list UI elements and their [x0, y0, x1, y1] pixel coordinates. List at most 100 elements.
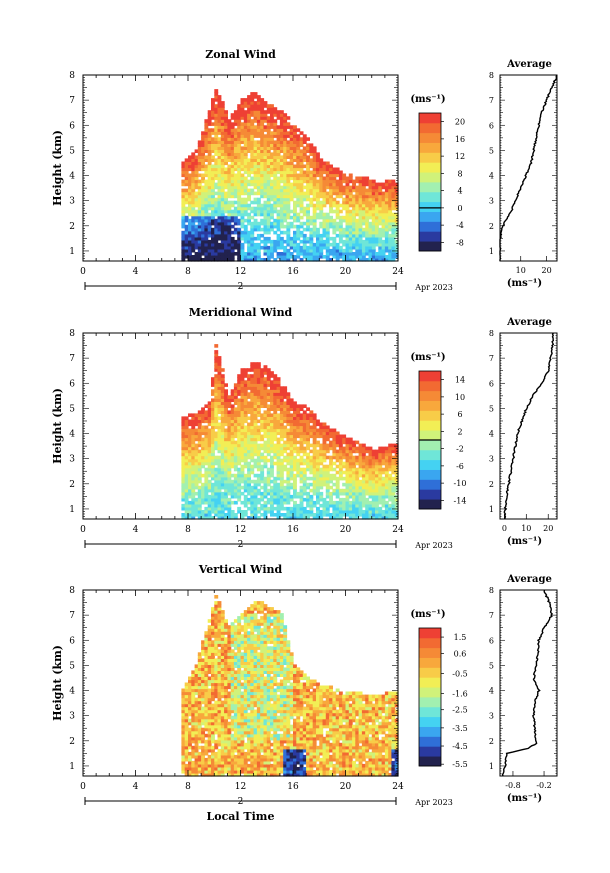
heatmap-cell	[201, 464, 205, 469]
heatmap-cell	[220, 461, 225, 466]
heatmap-cell	[237, 506, 242, 511]
heatmap-cell	[270, 380, 274, 384]
heatmap-cell	[266, 377, 271, 381]
heatmap-cell	[197, 422, 202, 427]
heatmap-cell	[299, 143, 304, 147]
heatmap-cell	[325, 233, 330, 238]
heatmap-cell	[247, 236, 251, 241]
heatmap-cell	[194, 158, 199, 162]
heatmap-cell	[181, 416, 186, 420]
heatmap-cell	[270, 413, 274, 417]
heatmap-cell	[286, 116, 291, 120]
heatmap-cell	[250, 449, 255, 454]
heatmap-cell	[332, 230, 337, 235]
heatmap-cell	[211, 173, 215, 178]
heatmap-cell	[250, 131, 255, 135]
heatmap-cell	[322, 227, 327, 232]
heatmap-cell	[289, 428, 294, 433]
heatmap-cell	[211, 455, 215, 460]
heatmap-cell	[207, 494, 212, 499]
heatmap-cell	[230, 140, 235, 144]
heatmap-cell	[194, 176, 199, 181]
heatmap-cell	[312, 179, 317, 184]
heatmap-cell	[358, 258, 363, 262]
heatmap-cell	[289, 252, 294, 256]
heatmap-cell	[293, 401, 297, 405]
heatmap-cell	[256, 473, 261, 478]
heatmap-cell	[191, 176, 196, 181]
heatmap-cell	[358, 212, 363, 217]
heatmap-cell	[361, 194, 366, 199]
heatmap-cell	[312, 188, 317, 193]
heatmap-cell	[384, 513, 389, 517]
heatmap-cell	[345, 494, 350, 499]
heatmap-cell	[217, 410, 222, 414]
heatmap-cell	[279, 140, 284, 144]
heatmap-cell	[342, 440, 347, 445]
heatmap-cell	[184, 209, 189, 214]
heatmap-cell	[181, 434, 186, 439]
heatmap-cell	[270, 449, 274, 454]
heatmap-cell	[247, 500, 251, 505]
heatmap-cell	[365, 206, 370, 211]
heatmap-cell	[286, 191, 291, 196]
heatmap-cell	[306, 416, 310, 420]
heatmap-cell	[211, 245, 215, 250]
heatmap-cell	[181, 473, 186, 478]
heatmap-cell	[207, 467, 212, 472]
heatmap-cell	[194, 431, 199, 436]
heatmap-cell	[256, 209, 261, 214]
heatmap-cell	[197, 510, 202, 514]
heatmap-cell	[230, 125, 235, 129]
heatmap-cell	[273, 449, 278, 454]
heatmap-cell	[345, 212, 350, 217]
heatmap-cell	[378, 233, 383, 238]
heatmap-cell	[365, 461, 370, 466]
heatmap-cell	[263, 218, 268, 223]
heatmap-cell	[211, 425, 215, 430]
heatmap-cell	[273, 218, 278, 223]
heatmap-cell	[273, 377, 278, 381]
heatmap-cell	[388, 194, 393, 199]
heatmap-cell	[224, 215, 228, 220]
heatmap-cell	[220, 431, 225, 436]
heatmap-cell	[273, 206, 278, 211]
heatmap-cell	[256, 224, 261, 229]
heatmap-cell	[233, 413, 238, 417]
heatmap-cell	[207, 134, 212, 138]
heatmap-cell	[266, 209, 271, 214]
heatmap-cell	[283, 122, 288, 126]
heatmap-cell	[302, 179, 307, 184]
heatmap-cell	[302, 413, 307, 417]
heatmap-cell	[253, 431, 258, 436]
heatmap-cell	[247, 446, 251, 451]
heatmap-cell	[289, 401, 294, 405]
heatmap-cell	[283, 494, 288, 499]
heatmap-cell	[247, 449, 251, 454]
heatmap-cell	[391, 215, 396, 220]
heatmap-cell	[299, 467, 304, 472]
heatmap-cell	[283, 407, 288, 411]
heatmap-cell	[237, 377, 242, 381]
heatmap-cell	[312, 443, 317, 448]
heatmap-cell	[211, 482, 215, 487]
heatmap-cell	[204, 143, 209, 147]
heatmap-cell	[329, 203, 333, 208]
heatmap-cell	[371, 227, 376, 232]
heatmap-cell	[293, 164, 297, 169]
heatmap-cell	[191, 485, 196, 490]
heatmap-cell	[270, 209, 274, 214]
heatmap-cell	[348, 227, 353, 232]
heatmap-cell	[224, 395, 228, 399]
heatmap-cell	[296, 146, 301, 150]
heatmap-cell	[266, 392, 271, 396]
heatmap-cell	[253, 377, 258, 381]
heatmap-cell	[233, 476, 238, 481]
heatmap-cell	[250, 101, 255, 105]
heatmap-cell	[220, 494, 225, 499]
heatmap-cell	[378, 461, 383, 466]
heatmap-cell	[243, 212, 248, 217]
heatmap-cell	[220, 200, 225, 205]
heatmap-cell	[358, 194, 363, 199]
heatmap-cell	[233, 152, 238, 156]
